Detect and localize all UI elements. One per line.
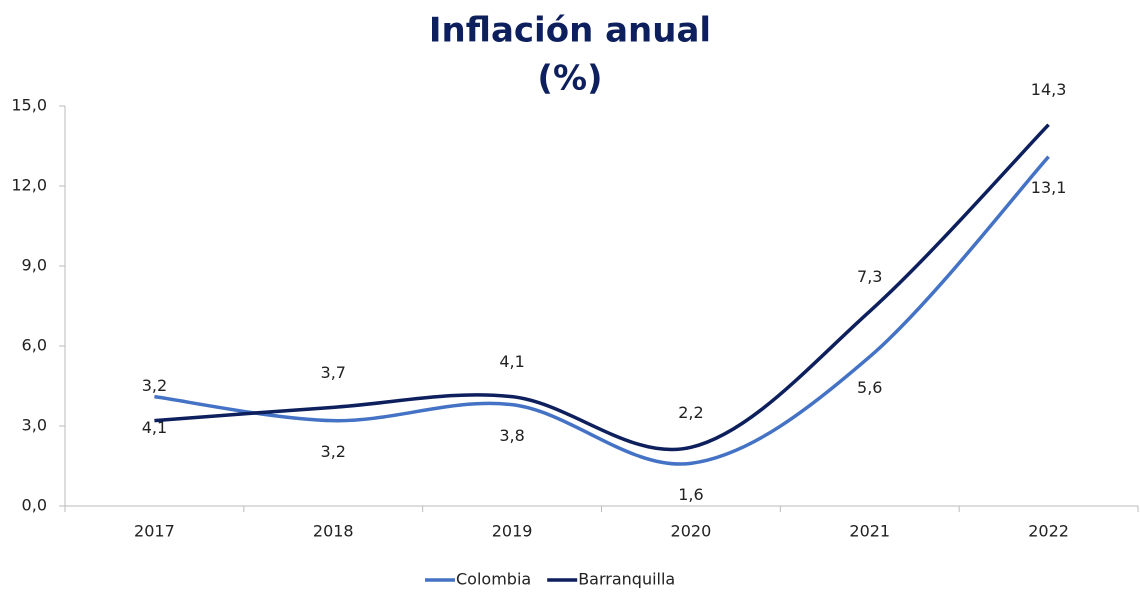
x-tick-label: 2019	[492, 522, 533, 541]
data-label: 2,2	[678, 403, 703, 422]
data-label: 3,2	[142, 376, 167, 395]
chart-subtitle: (%)	[537, 59, 602, 99]
y-tick-label: 6,0	[22, 336, 47, 355]
chart-title: Inflación anual	[429, 11, 711, 51]
y-tick-label: 3,0	[22, 416, 47, 435]
data-label: 13,1	[1031, 178, 1067, 197]
data-label: 3,8	[499, 426, 524, 445]
data-label: 3,2	[321, 442, 346, 461]
data-label: 4,1	[142, 418, 167, 437]
data-label: 4,1	[499, 352, 524, 371]
y-tick-label: 9,0	[22, 256, 47, 275]
legend-label: Barranquilla	[578, 570, 675, 589]
x-tick-label: 2017	[134, 522, 175, 541]
data-label: 5,6	[857, 378, 882, 397]
series-line	[154, 123, 1050, 452]
x-tick-label: 2022	[1028, 522, 1069, 541]
series-line	[154, 155, 1050, 466]
legend-label: Colombia	[456, 570, 531, 589]
x-tick-label: 2020	[671, 522, 712, 541]
data-label: 7,3	[857, 267, 882, 286]
data-label: 3,7	[321, 363, 346, 382]
data-label: 1,6	[678, 485, 703, 504]
y-tick-label: 15,0	[11, 96, 47, 115]
y-tick-label: 12,0	[11, 176, 47, 195]
y-tick-label: 0,0	[22, 496, 47, 515]
x-tick-label: 2018	[313, 522, 354, 541]
data-label: 14,3	[1031, 80, 1067, 99]
x-tick-label: 2021	[849, 522, 890, 541]
